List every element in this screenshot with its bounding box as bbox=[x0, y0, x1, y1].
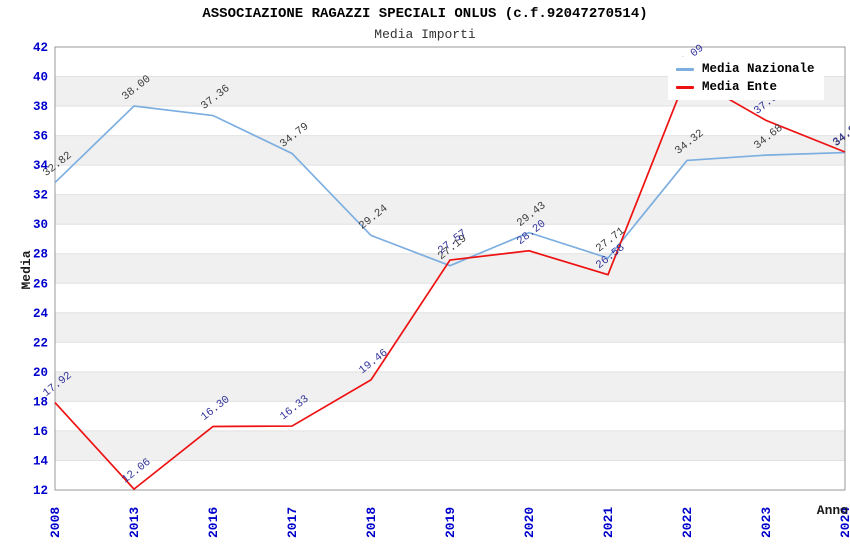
y-tick-label: 32 bbox=[33, 189, 48, 203]
y-tick-label: 20 bbox=[33, 366, 48, 380]
grid-band bbox=[55, 194, 845, 225]
legend-item-media-nazionale: Media Nazionale bbox=[676, 62, 815, 76]
x-axis-title: Anno bbox=[817, 503, 848, 518]
y-axis-title: Media bbox=[19, 250, 34, 289]
y-tick-label: 18 bbox=[33, 395, 48, 409]
y-tick-label: 38 bbox=[33, 100, 48, 114]
grid-band bbox=[55, 135, 845, 166]
grid-band bbox=[55, 401, 845, 431]
x-tick-label: 2017 bbox=[285, 507, 300, 538]
y-tick-label: 22 bbox=[33, 336, 48, 350]
grid-band bbox=[55, 165, 845, 195]
grid-band bbox=[55, 224, 845, 254]
y-tick-label: 30 bbox=[33, 218, 48, 232]
legend-line-swatch-icon bbox=[676, 67, 694, 71]
legend-label: Media Ente bbox=[702, 80, 778, 94]
grid-band bbox=[55, 283, 845, 313]
y-tick-label: 12 bbox=[33, 484, 48, 498]
grid-band bbox=[55, 460, 845, 490]
x-tick-label: 2019 bbox=[443, 507, 458, 538]
grid-band bbox=[55, 342, 845, 372]
x-tick-label: 2008 bbox=[48, 507, 63, 538]
grid-band bbox=[55, 430, 845, 461]
y-tick-label: 42 bbox=[33, 41, 48, 55]
chart-subtitle: Media Importi bbox=[374, 27, 476, 42]
x-tick-label: 2024 bbox=[838, 507, 850, 538]
x-tick-label: 2020 bbox=[522, 507, 537, 538]
y-tick-label: 16 bbox=[33, 425, 48, 439]
y-tick-label: 40 bbox=[33, 71, 48, 85]
legend: Media Nazionale Media Ente bbox=[668, 57, 824, 100]
y-tick-label: 26 bbox=[33, 277, 48, 291]
chart-title: ASSOCIAZIONE RAGAZZI SPECIALI ONLUS (c.f… bbox=[202, 6, 648, 22]
x-tick-label: 2023 bbox=[759, 507, 774, 538]
x-tick-label: 2013 bbox=[127, 507, 142, 538]
y-tick-label: 14 bbox=[33, 454, 49, 468]
legend-item-media-ente: Media Ente bbox=[676, 80, 815, 94]
x-tick-label: 2021 bbox=[601, 507, 616, 538]
x-tick-label: 2022 bbox=[680, 507, 695, 538]
x-tick-label: 2016 bbox=[206, 507, 221, 538]
grid-band bbox=[55, 312, 845, 343]
legend-label: Media Nazionale bbox=[702, 62, 815, 76]
grid-band bbox=[55, 253, 845, 284]
legend-line-swatch-icon bbox=[676, 85, 694, 89]
series-line-media-nazionale bbox=[54, 105, 846, 267]
x-tick-label: 2018 bbox=[364, 507, 379, 538]
plot-border bbox=[54, 46, 846, 491]
grid-band bbox=[55, 371, 845, 402]
y-tick-label: 24 bbox=[33, 307, 49, 321]
y-tick-label: 28 bbox=[33, 248, 48, 262]
y-tick-label: 36 bbox=[33, 130, 48, 144]
y-tick-label: 34 bbox=[33, 159, 49, 173]
grid-band bbox=[55, 106, 845, 136]
